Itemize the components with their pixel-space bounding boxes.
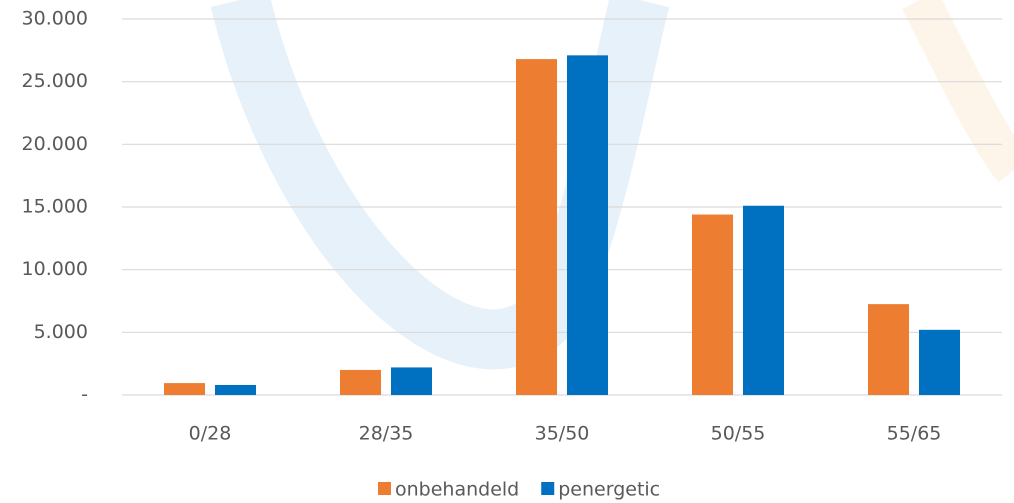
y-tick-label: - <box>81 384 88 406</box>
bar <box>868 304 909 395</box>
bar <box>567 55 608 395</box>
y-tick-label: 5.000 <box>34 321 88 343</box>
bar <box>743 205 784 395</box>
legend-swatch <box>378 482 391 495</box>
y-tick-label: 15.000 <box>22 196 88 218</box>
bar <box>692 214 733 395</box>
y-tick-label: 10.000 <box>22 258 88 280</box>
legend-label: onbehandeld <box>395 479 519 501</box>
legend-label: penergetic <box>558 479 660 501</box>
bar <box>391 367 432 395</box>
y-tick-label: 30.000 <box>22 8 88 30</box>
legend-swatch <box>541 482 555 495</box>
background-decoration <box>210 0 1014 370</box>
bar <box>919 329 960 395</box>
x-tick-label: 28/35 <box>359 423 414 445</box>
bar <box>215 384 256 395</box>
y-tick-label: 25.000 <box>22 70 88 92</box>
x-tick-label: 50/55 <box>711 423 766 445</box>
x-tick-label: 55/65 <box>887 423 942 445</box>
bar <box>516 59 557 396</box>
bar <box>340 369 381 395</box>
y-tick-label: 20.000 <box>22 133 88 155</box>
bar <box>164 383 205 395</box>
x-tick-label: 0/28 <box>189 423 232 445</box>
x-tick-label: 35/50 <box>535 423 590 445</box>
